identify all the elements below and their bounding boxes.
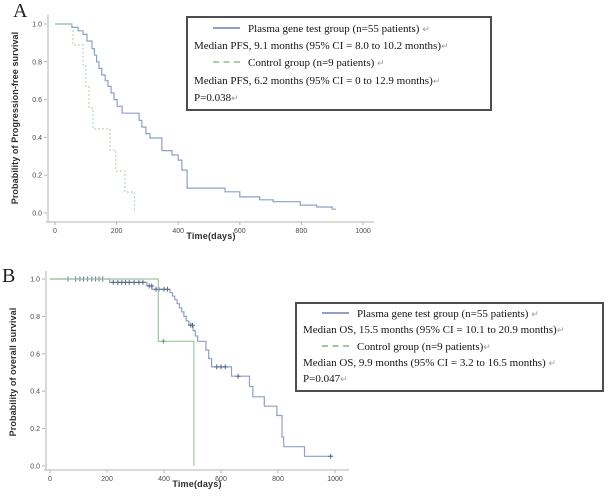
panel-b-legend-box: Plasma gene test group (n=55 patients) ↵… [295,302,604,393]
legend-text-median-pfs-plasma: Median PFS, 9.1 months (95% CI = 8.0 to … [194,40,441,53]
plasma-group-curve [55,23,336,210]
x-tick-label: 0 [48,476,52,483]
legend-row: Control group (n=9 patients)↵ [303,340,600,356]
legend-text-median-os-control: Median OS, 9.9 months (95% CI = 3.2 to 1… [303,356,549,369]
legend-text-plasma-group: Plasma gene test group (n=55 patients) [357,308,532,320]
legend-row: Plasma gene test group (n=55 patients) ↵ [194,21,488,38]
legend-text-control-group: Control group (n=9 patients) [248,57,378,70]
legend-text-plasma-group: Plasma gene test group (n=55 patients) [248,23,423,35]
y-tick-label: 0.2 [30,426,40,433]
y-tick-label: 0.4 [30,389,40,396]
y-tick-label: 0.6 [32,97,42,104]
return-mark-icon: ↵ [483,342,491,353]
plasma-group-curve [50,278,331,457]
y-tick-label: 1.0 [30,277,40,284]
panel-a-x-axis-title: Time(days) [186,231,236,241]
y-tick-label: 0.0 [30,464,40,471]
x-tick-label: 600 [234,228,246,235]
y-tick-label: 0.0 [32,211,42,218]
plasma-solid-line-sample [213,27,240,29]
control-dashed-line-sample [322,344,349,347]
legend-row: Median OS, 9.9 months (95% CI = 3.2 to 1… [303,356,600,372]
control-group-curve [50,278,195,466]
legend-text-median-pfs-control: Median PFS, 6.2 months (95% CI = 0 to 12… [194,74,433,87]
x-tick-label: 400 [172,228,184,235]
return-mark-icon: ↵ [531,310,539,320]
panel-a-plot-area: 0 200 400 600 800 1000 0.0 0.2 0.4 0.6 0.8 1.0 [32,15,374,235]
y-tick-label: 0.8 [32,59,42,66]
x-tick-label: 200 [101,476,113,483]
y-tick-label: 1.0 [32,22,42,29]
x-tick-label: 0 [53,228,57,235]
plasma-solid-line-sample [322,312,349,314]
legend-row: P=0.047↵ [303,372,600,388]
x-tick-label: 1000 [327,476,343,483]
x-tick-label: 400 [158,476,170,483]
legend-text-p-value: P=0.047 [303,373,341,386]
control-group-curve [55,23,136,213]
legend-text-p-value: P=0.038 [194,91,232,104]
x-tick-label: 200 [111,228,123,235]
y-tick-label: 0.2 [32,173,42,180]
legend-text-median-os-plasma: Median OS, 15.5 months (95% CI = 10.1 to… [303,324,557,337]
panel-b-x-axis-title: Time(days) [172,479,222,489]
return-mark-icon: ↵ [340,375,348,386]
legend-row: Control group (n=9 patients) ↵ [194,55,488,72]
x-tick-label: 800 [272,476,284,483]
legend-text-control-group: Control group (n=9 patients) [357,340,484,353]
x-tick-label: 600 [215,476,227,483]
x-tick-label: 800 [296,228,308,235]
control-dashed-line-sample [213,61,240,64]
legend-row: Median OS, 15.5 months (95% CI = 10.1 to… [303,323,600,339]
legend-row: Plasma gene test group (n=55 patients) ↵ [303,307,600,323]
y-tick-label: 0.8 [30,314,40,321]
return-mark-icon: ↵ [377,59,385,70]
y-tick-label: 0.6 [30,351,40,358]
legend-row: P=0.038↵ [194,90,488,107]
return-mark-icon: ↵ [432,76,441,87]
panel-b-plot-area: 0 200 400 600 800 1000 0.0 0.2 0.4 0.6 0.8 1.0 [30,271,349,483]
return-mark-icon: ↵ [422,25,430,35]
panel-b-y-axis-title: Probability of overall survival [8,307,18,437]
return-mark-icon: ↵ [231,93,239,104]
y-tick-label: 0.4 [32,135,42,142]
x-tick-label: 1000 [355,228,371,235]
panel-a-letter: A [13,0,28,22]
legend-row: Median PFS, 9.1 months (95% CI = 8.0 to … [194,38,488,55]
return-mark-icon: ↵ [548,358,556,369]
panel-a-legend-box: Plasma gene test group (n=55 patients) ↵… [186,16,492,112]
return-mark-icon: ↵ [556,326,565,337]
panel-a-y-axis-title: Probability of Progression-free survival [10,31,20,205]
return-mark-icon: ↵ [441,42,449,53]
panel-b-letter: B [2,265,16,287]
legend-row: Median PFS, 6.2 months (95% CI = 0 to 12… [194,73,488,90]
